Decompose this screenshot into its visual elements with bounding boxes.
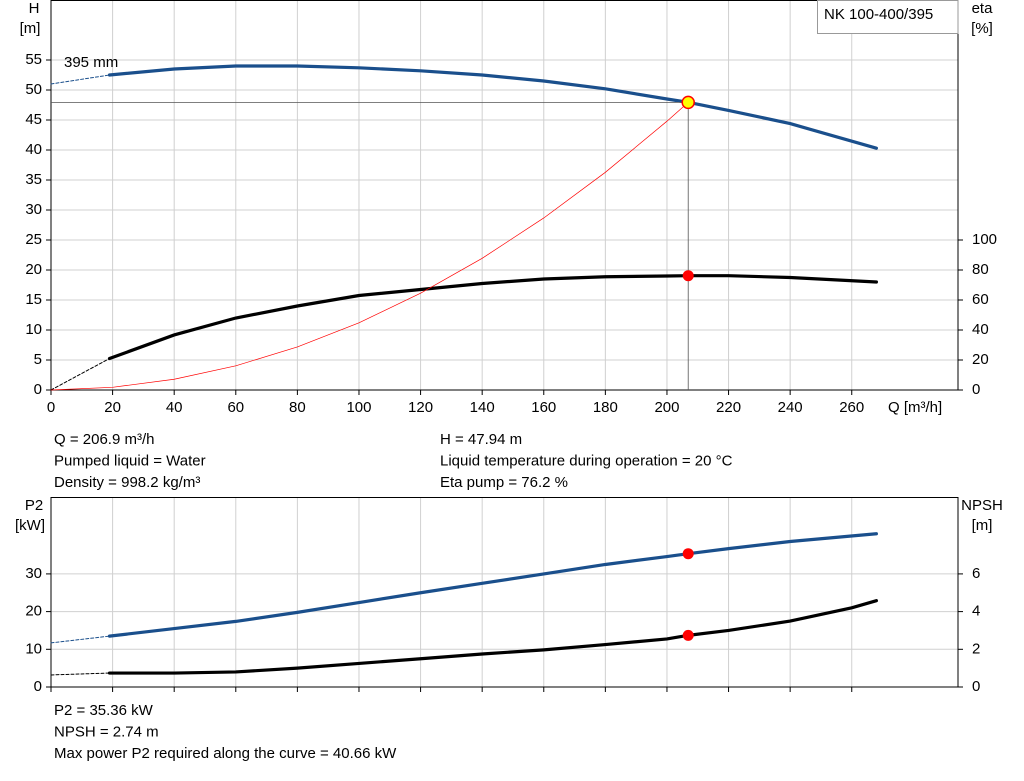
x-tick-label: 220 — [716, 399, 741, 416]
y-axis-unit: [m] — [20, 20, 41, 37]
curve-extension — [50, 358, 111, 391]
plot-frame — [50, 0, 959, 391]
y-axis-label: P2 — [25, 497, 43, 514]
info-text: Liquid temperature during operation = 20… — [440, 452, 733, 469]
y-tick-label: 0 — [34, 678, 42, 695]
operating-point — [682, 548, 694, 560]
y-tick-label: 55 — [25, 51, 42, 68]
curve-extension — [50, 672, 111, 676]
y-tick-label: 15 — [25, 291, 42, 308]
curve — [107, 64, 878, 150]
info-text: Eta pump = 76.2 % — [440, 474, 568, 491]
y-tick-label: 40 — [25, 141, 42, 158]
y-tick-label: 50 — [25, 81, 42, 98]
y-tick-label: 30 — [25, 201, 42, 218]
y2-tick-label: 20 — [972, 351, 989, 368]
y-tick-label: 10 — [25, 640, 42, 657]
x-tick-label: 260 — [839, 399, 864, 416]
info-text: Pumped liquid = Water — [54, 452, 206, 469]
x-tick-label: 140 — [470, 399, 495, 416]
x-axis-label: Q [m³/h] — [888, 399, 942, 416]
info-text: Density = 998.2 kg/m³ — [54, 474, 200, 491]
y2-tick-label: 6 — [972, 565, 980, 582]
y-tick-label: 35 — [25, 171, 42, 188]
x-tick-label: 100 — [346, 399, 371, 416]
y-tick-label: 45 — [25, 111, 42, 128]
info-text: P2 = 35.36 kW — [54, 702, 154, 719]
y-tick-label: 25 — [25, 231, 42, 248]
x-tick-label: 20 — [104, 399, 121, 416]
x-tick-label: 120 — [408, 399, 433, 416]
curve-extension — [50, 74, 111, 85]
y2-tick-label: 40 — [972, 321, 989, 338]
y-axis-unit: [kW] — [15, 517, 45, 534]
x-tick-label: 60 — [227, 399, 244, 416]
plot-frame — [50, 497, 959, 688]
info-text: NPSH = 2.74 m — [54, 723, 159, 740]
operating-point — [681, 95, 695, 110]
y-tick-label: 0 — [34, 381, 42, 398]
x-tick-label: 40 — [166, 399, 183, 416]
curve — [107, 599, 878, 675]
info-text: Q = 206.9 m³/h — [54, 431, 154, 448]
curve — [107, 532, 878, 638]
y2-tick-label: 60 — [972, 291, 989, 308]
curve-label: 395 mm — [64, 54, 118, 71]
curve — [50, 102, 689, 391]
curve — [107, 274, 878, 361]
curve-extension — [50, 635, 111, 644]
y2-tick-label: 80 — [972, 261, 989, 278]
title-box — [817, 0, 959, 34]
x-tick-label: 180 — [593, 399, 618, 416]
x-tick-label: 80 — [289, 399, 306, 416]
x-tick-label: 240 — [778, 399, 803, 416]
y-tick-label: 20 — [25, 261, 42, 278]
y-tick-label: 20 — [25, 603, 42, 620]
x-tick-label: 0 — [47, 399, 55, 416]
y2-axis-label: eta — [972, 0, 994, 17]
operating-point — [682, 270, 694, 282]
chart-title: NK 100-400/395 — [824, 6, 933, 23]
y-tick-label: 30 — [25, 565, 42, 582]
y2-tick-label: 2 — [972, 640, 980, 657]
y2-axis-unit: [m] — [972, 517, 993, 534]
operating-point — [682, 629, 694, 641]
info-text: H = 47.94 m — [440, 431, 522, 448]
y-axis-label: H — [29, 0, 40, 17]
y2-tick-label: 0 — [972, 678, 980, 695]
y2-tick-label: 0 — [972, 381, 980, 398]
y-tick-label: 10 — [25, 321, 42, 338]
y2-axis-unit: [%] — [971, 20, 993, 37]
y2-tick-label: 4 — [972, 603, 980, 620]
info-text: Max power P2 required along the curve = … — [54, 745, 397, 762]
y2-axis-label: NPSH — [961, 497, 1003, 514]
x-tick-label: 200 — [654, 399, 679, 416]
y-tick-label: 5 — [34, 351, 42, 368]
x-tick-label: 160 — [531, 399, 556, 416]
y2-tick-label: 100 — [972, 231, 997, 248]
